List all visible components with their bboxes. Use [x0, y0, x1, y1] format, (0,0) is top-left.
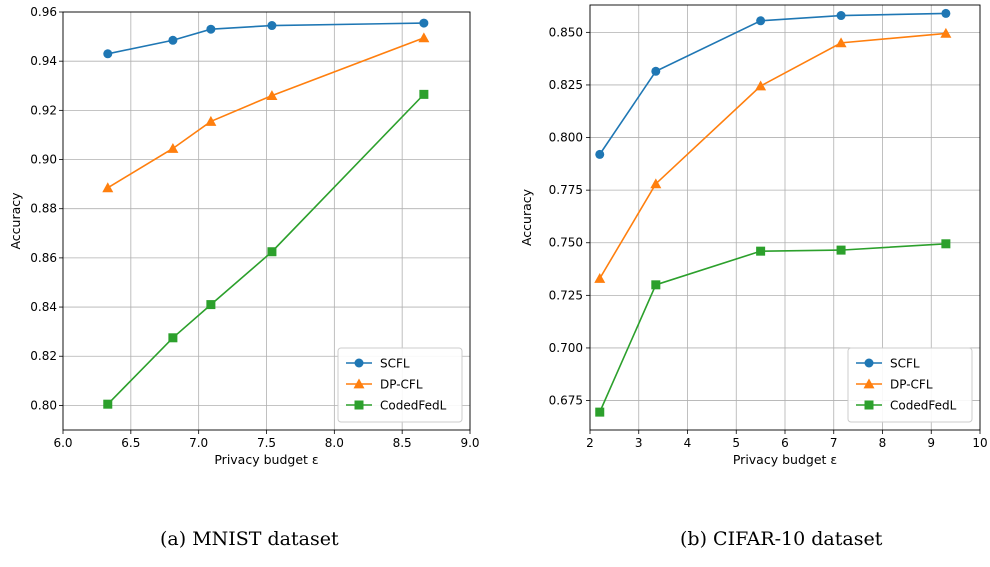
y-axis-label: Accuracy	[519, 188, 534, 246]
data-point-dp-cfl	[266, 90, 278, 100]
y-tick-label: 0.92	[30, 103, 57, 117]
y-tick-label: 0.88	[30, 202, 57, 216]
axes-frame	[589, 4, 981, 431]
y-tick-label: 0.80	[30, 398, 57, 412]
x-tick-label: 7	[830, 436, 838, 450]
data-point-dp-cfl	[102, 182, 114, 193]
x-tick-label: 4	[684, 436, 692, 450]
data-point-codedfedl	[836, 245, 846, 255]
data-point-dp-cfl	[594, 273, 606, 283]
data-point-dp-cfl	[167, 142, 179, 153]
x-tick-label: 3	[635, 436, 643, 450]
legend-marker-dp-cfl	[863, 378, 875, 389]
data-point-scfl	[595, 149, 605, 159]
legend-label-scfl: SCFL	[380, 357, 410, 371]
legend-marker-scfl	[864, 358, 874, 368]
data-point-dp-cfl	[755, 80, 767, 91]
series-line-scfl	[599, 12, 946, 155]
data-point-scfl	[206, 24, 216, 34]
y-tick-label: 0.84	[30, 300, 57, 314]
y-tick-label: 0.96	[30, 5, 57, 19]
data-point-dp-cfl	[650, 178, 662, 189]
caption-cifar10: (b) CIFAR-10 dataset	[680, 528, 883, 550]
data-point-dp-cfl	[835, 37, 847, 48]
y-tick-label: 0.775	[549, 183, 583, 197]
y-axis-label: Accuracy	[8, 192, 23, 250]
legend-label-dp-cfl: DP-CFL	[380, 378, 423, 392]
caption-mnist: (a) MNIST dataset	[160, 528, 339, 550]
y-tick-label: 0.800	[549, 131, 583, 145]
data-point-scfl	[836, 11, 846, 21]
y-tick-label: 0.94	[30, 54, 57, 68]
legend-label-scfl: SCFL	[890, 357, 920, 371]
x-tick-label: 5	[732, 436, 740, 450]
data-point-dp-cfl	[418, 32, 430, 43]
y-tick-label: 0.750	[549, 236, 583, 250]
x-tick-label: 2	[586, 436, 594, 450]
x-tick-label: 6	[781, 436, 789, 450]
series-line-scfl	[107, 22, 424, 55]
legend-marker-codedfedl	[864, 400, 874, 410]
y-tick-label: 0.90	[30, 153, 57, 167]
legend: SCFL DP-CFL CodedFedL	[337, 347, 463, 423]
data-point-scfl	[651, 66, 661, 76]
data-point-codedfedl	[168, 333, 178, 343]
data-point-codedfedl	[267, 247, 277, 257]
x-tick-label: 8.5	[393, 436, 412, 450]
y-tick-label: 0.82	[30, 349, 57, 363]
data-point-dp-cfl	[205, 115, 217, 126]
x-tick-label: 8	[879, 436, 887, 450]
data-point-scfl	[941, 8, 951, 18]
legend-label-dp-cfl: DP-CFL	[890, 378, 933, 392]
legend-label-codedfedl: CodedFedL	[380, 399, 447, 413]
data-point-codedfedl	[651, 280, 661, 290]
data-point-scfl	[267, 21, 277, 31]
x-tick-label: 10	[972, 436, 987, 450]
data-point-dp-cfl	[940, 27, 952, 38]
y-tick-label: 0.700	[549, 341, 583, 355]
x-tick-label: 6.5	[121, 436, 140, 450]
x-axis-label: Privacy budget ε	[214, 452, 318, 467]
data-point-scfl	[419, 18, 429, 28]
y-tick-label: 0.825	[549, 78, 583, 92]
data-point-codedfedl	[595, 407, 605, 417]
data-point-scfl	[756, 16, 766, 26]
data-point-codedfedl	[419, 89, 429, 99]
x-tick-label: 6.0	[53, 436, 72, 450]
y-tick-label: 0.725	[549, 288, 583, 302]
legend-box	[847, 347, 973, 423]
y-tick-label: 0.675	[549, 394, 583, 408]
data-point-scfl	[168, 35, 178, 45]
y-tick-label: 0.850	[549, 25, 583, 39]
x-tick-label: 7.5	[257, 436, 276, 450]
series-line-dp-cfl	[107, 37, 425, 189]
mnist-chart: 6.0 6.5 7.0 7.5 8.0 8.5 9.0 0.80 0.82 0.84 0.86 0.8…	[8, 5, 480, 467]
x-tick-label: 9.0	[460, 436, 479, 450]
x-tick-label: 7.0	[189, 436, 208, 450]
x-tick-label: 9	[927, 436, 935, 450]
legend: SCFL DP-CFL CodedFedL	[847, 347, 973, 423]
data-point-codedfedl	[206, 300, 216, 310]
legend-marker-scfl	[354, 358, 364, 368]
data-point-codedfedl	[756, 246, 766, 256]
x-axis-label: Privacy budget ε	[733, 452, 837, 467]
cifar10-chart: 2 3 4 5 6 7 8 9 10 0.675 0.700 0.725 0.750 0.775 0.800…	[519, 4, 988, 467]
legend-label-codedfedl: CodedFedL	[890, 399, 957, 413]
data-point-codedfedl	[941, 239, 951, 249]
legend-marker-codedfedl	[354, 400, 364, 410]
x-tick-label: 8.0	[325, 436, 344, 450]
data-point-scfl	[103, 49, 113, 59]
data-point-codedfedl	[103, 399, 113, 409]
y-tick-label: 0.86	[30, 251, 57, 265]
legend-box	[337, 347, 463, 423]
axes-frame	[62, 11, 471, 431]
legend-marker-dp-cfl	[353, 378, 365, 389]
